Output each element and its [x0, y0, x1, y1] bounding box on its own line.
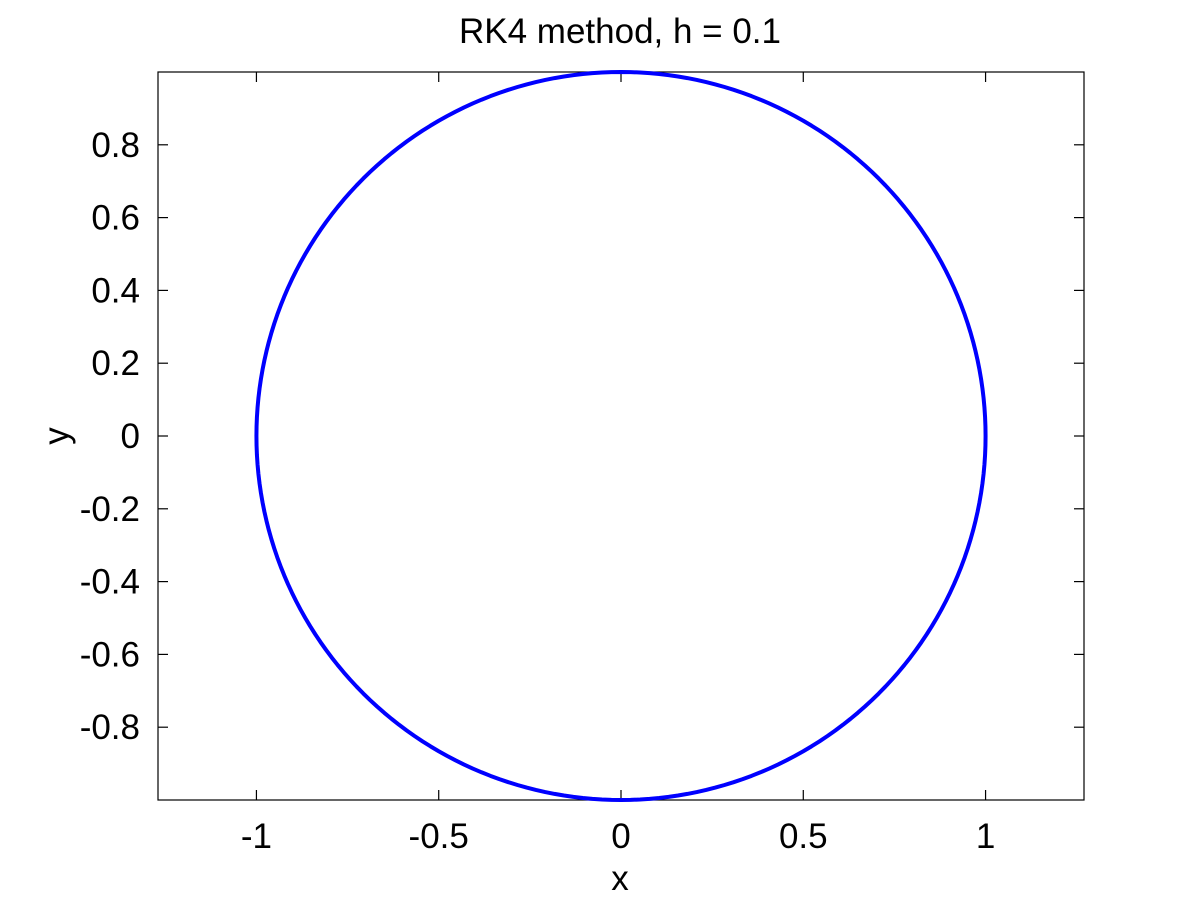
series-line-circle — [254, 70, 988, 802]
plot-frame — [157, 71, 1085, 801]
x-tick-label: 1 — [976, 817, 995, 856]
y-tick-label: 0.2 — [91, 344, 140, 383]
y-tick-label: 0.6 — [91, 199, 140, 238]
y-tick-labels: -0.8 -0.6 -0.4 -0.2 0 0.2 0.4 0.6 0.8 — [80, 126, 140, 747]
x-axis-label: x — [611, 859, 629, 898]
y-tick-label: -0.2 — [80, 490, 140, 529]
y-tick-label: 0 — [121, 417, 140, 456]
x-tick-label: -1 — [241, 817, 272, 856]
x-tick-label: 0 — [611, 817, 630, 856]
chart-title: RK4 method, h = 0.1 — [459, 12, 781, 51]
y-tick-label: -0.6 — [80, 635, 140, 674]
x-tick-labels: -1 -0.5 0 0.5 1 — [241, 817, 995, 856]
y-tick-label: 0.4 — [91, 271, 140, 310]
x-tick-label: -0.5 — [409, 817, 469, 856]
y-tick-label: -0.4 — [80, 563, 140, 602]
y-tick-marks — [158, 144, 1084, 728]
x-tick-label: 0.5 — [779, 817, 828, 856]
y-tick-label: -0.8 — [80, 708, 140, 747]
y-tick-label: 0.8 — [91, 126, 140, 165]
y-axis-label: y — [37, 427, 76, 445]
